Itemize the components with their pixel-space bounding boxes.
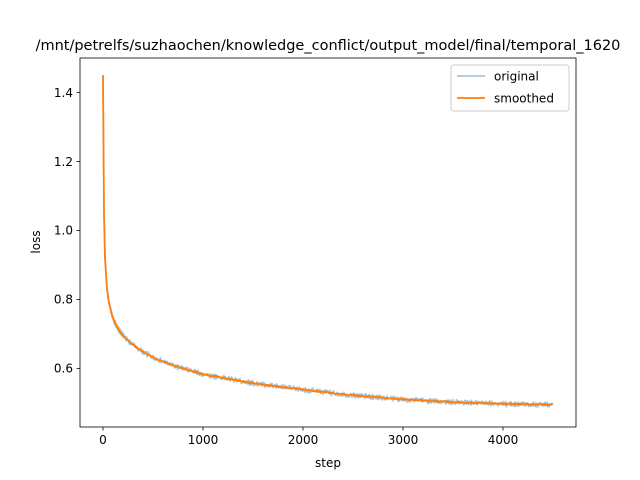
series-line-original xyxy=(102,75,554,408)
legend-box xyxy=(450,64,570,112)
plot-background xyxy=(80,58,576,427)
chart-title: /mnt/petrelfs/suzhaochen/knowledge_confl… xyxy=(36,38,621,54)
x-tick-label: 3000 xyxy=(388,433,419,447)
legend-label-original: original xyxy=(494,69,539,83)
plot-frame xyxy=(79,57,577,428)
y-axis-label: loss xyxy=(29,230,43,253)
y-tick-label: 1.0 xyxy=(54,224,73,238)
axes-layer: 0 1000 2000 3000 4000 0.6 0.8 1.0 1.2 1.4 xyxy=(54,57,577,447)
series-line-smoothed xyxy=(102,75,553,407)
x-tick-label: 4000 xyxy=(488,433,519,447)
x-tick-label: 1000 xyxy=(188,433,219,447)
legend-label-smoothed: smoothed xyxy=(494,91,554,105)
series-layer xyxy=(102,75,554,408)
y-tick-label: 0.6 xyxy=(54,362,73,376)
x-tick-label: 2000 xyxy=(288,433,319,447)
x-tick-label: 0 xyxy=(99,433,107,447)
y-tick-label: 1.4 xyxy=(54,86,73,100)
x-axis-label: step xyxy=(315,456,341,470)
y-tick-label: 1.2 xyxy=(54,155,73,169)
legend: original smoothed xyxy=(450,64,570,112)
y-tick-label: 0.8 xyxy=(54,293,73,307)
